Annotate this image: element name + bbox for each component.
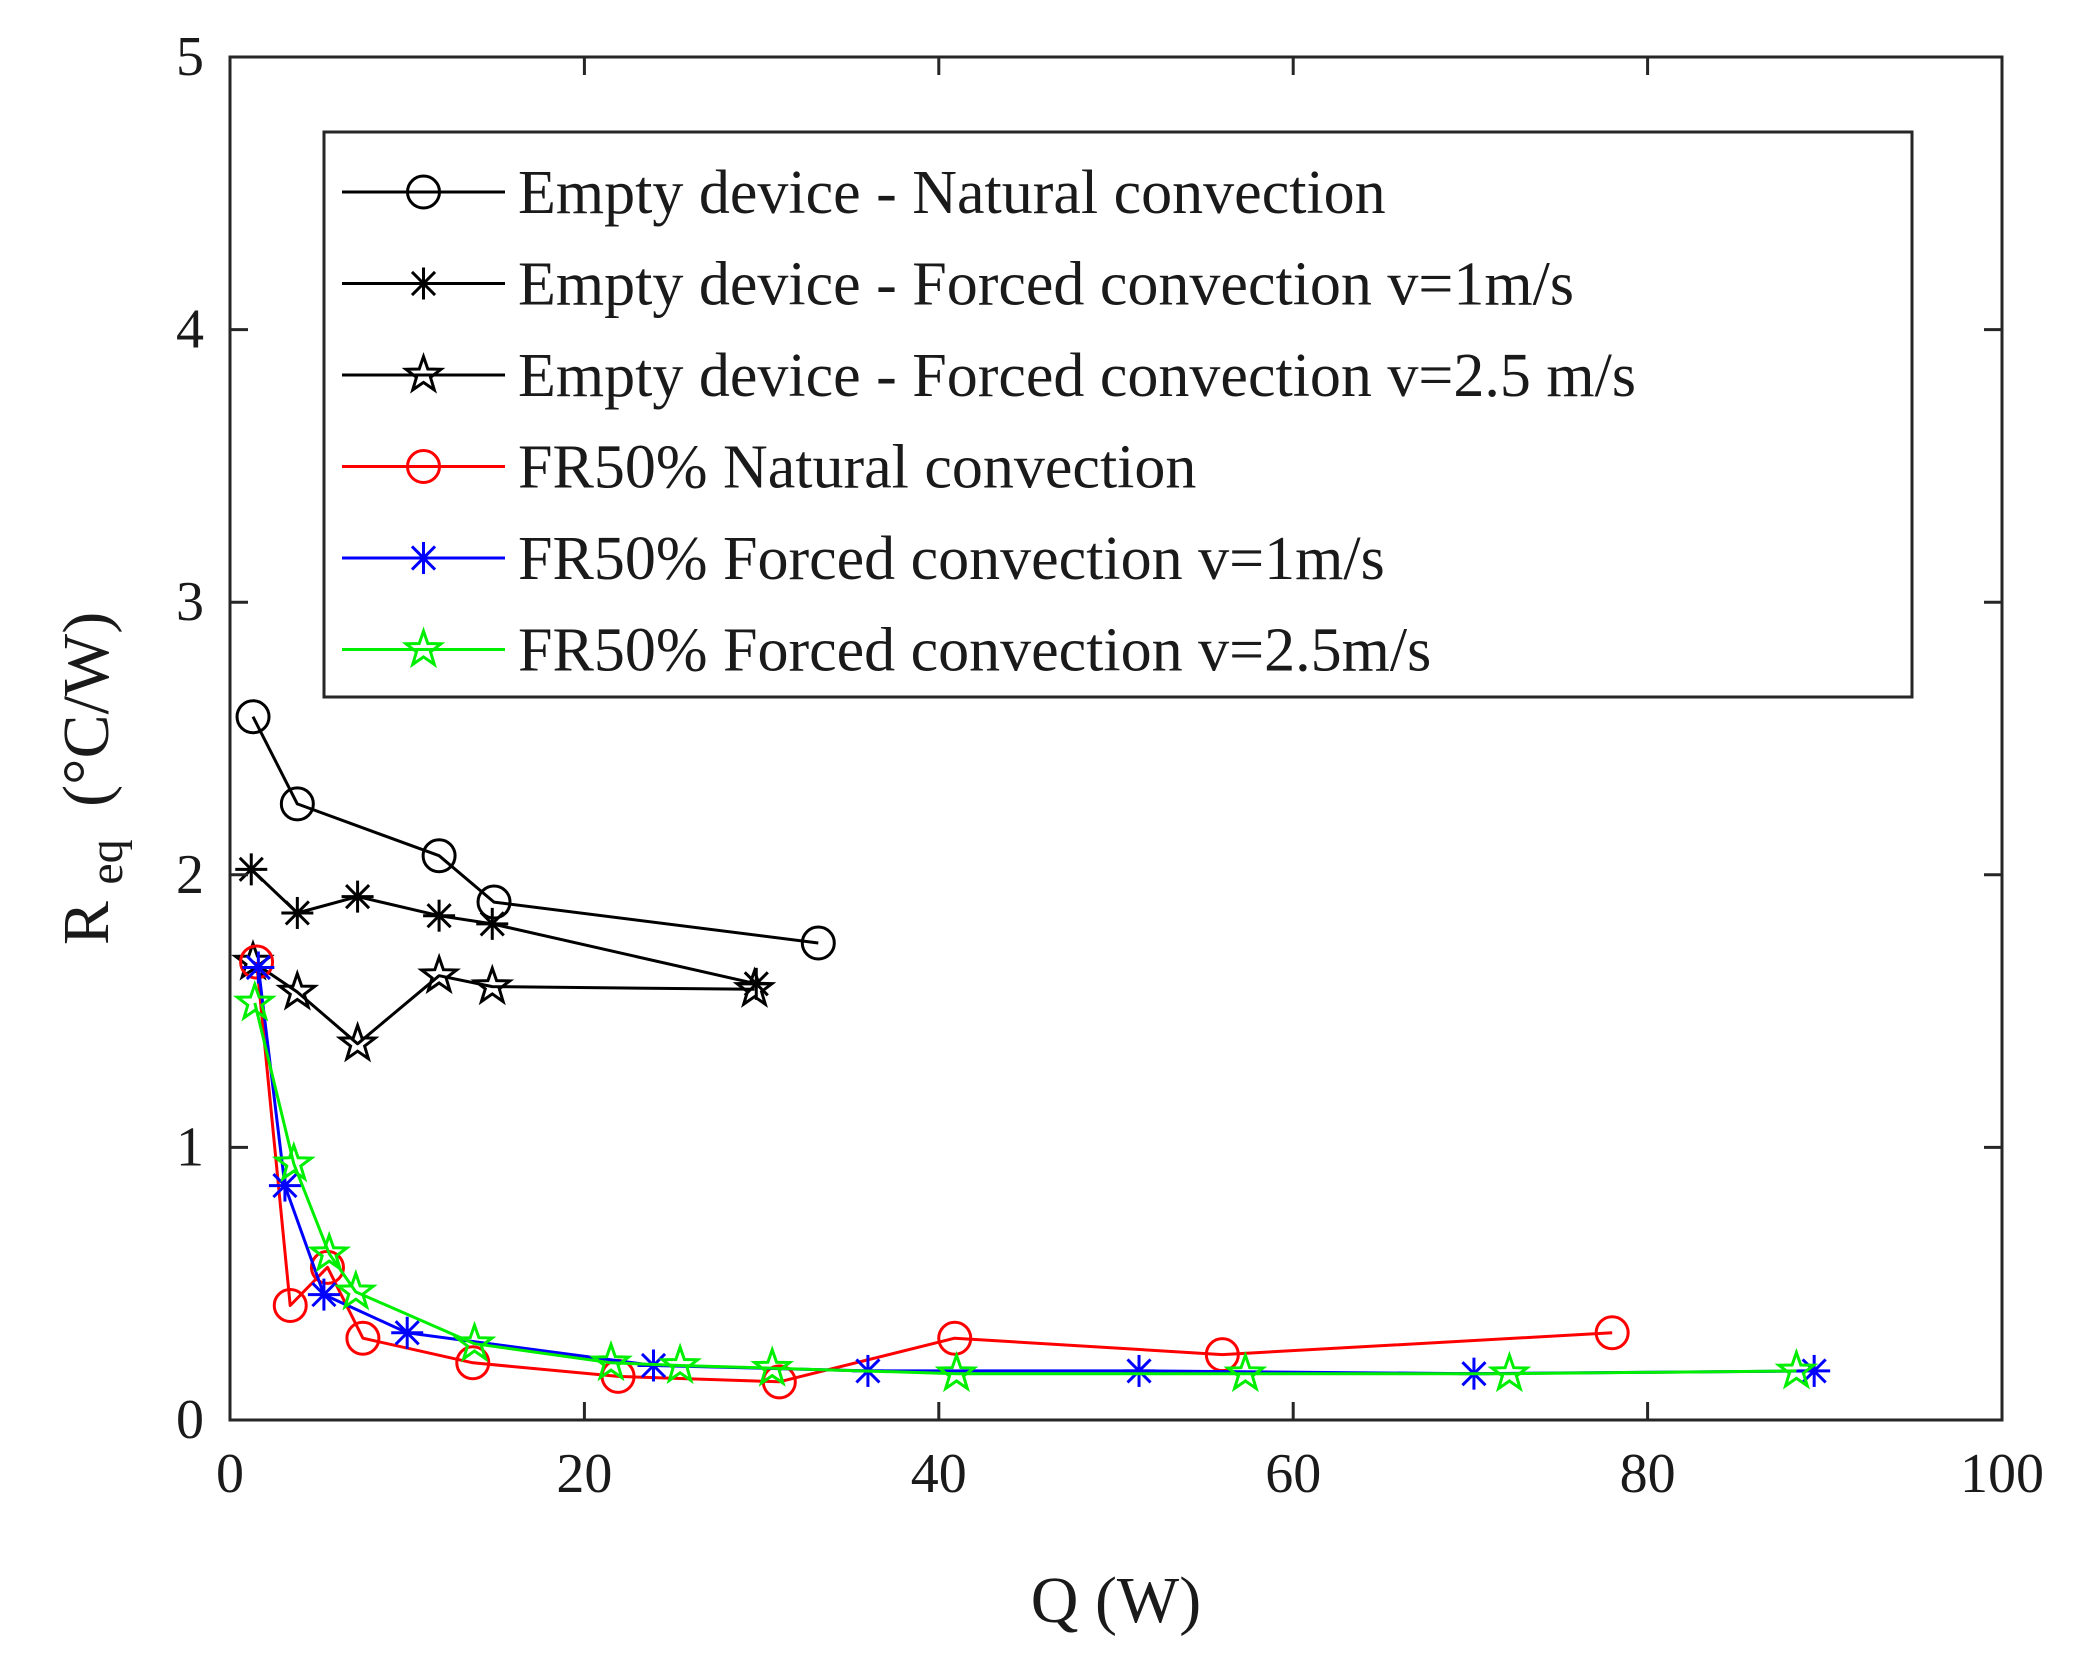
data-point <box>421 838 457 874</box>
data-point <box>934 1350 979 1393</box>
legend-label: Empty device - Natural convection <box>518 159 1386 227</box>
data-point <box>750 1345 795 1387</box>
data-point <box>272 1288 308 1324</box>
legend-item: FR50% Natural convection <box>342 434 1196 502</box>
legend-marker <box>407 267 440 300</box>
y-axis-label-subscript: eq <box>80 839 133 884</box>
data-point <box>1594 1315 1630 1351</box>
data-point <box>239 944 275 980</box>
data-point <box>335 1020 380 1063</box>
legend-box <box>322 130 1914 699</box>
x-tick-label: 100 <box>1960 1443 2044 1505</box>
legend-item: FR50% Forced convection v=2.5m/s <box>342 617 1431 685</box>
data-point <box>452 1320 497 1363</box>
data-point <box>242 951 275 984</box>
data-point <box>235 699 271 735</box>
y-tick-label: 1 <box>176 1116 204 1178</box>
data-point <box>271 1140 316 1183</box>
legend-marker <box>401 352 446 394</box>
x-tick-label: 80 <box>1620 1443 1676 1505</box>
legend-marker <box>406 449 441 484</box>
data-point <box>232 979 277 1022</box>
y-tick-label: 5 <box>176 26 204 88</box>
y-tick-label: 2 <box>176 844 204 906</box>
data-point <box>589 1339 633 1382</box>
series-2 <box>235 853 773 1000</box>
y-axis-label: R eq (°C/W) <box>50 612 137 945</box>
y-tick-label: 4 <box>176 299 204 361</box>
series-line <box>253 1002 1797 1376</box>
x-tick-label: 0 <box>216 1443 244 1505</box>
legend-item: Empty device - Forced convection v=1m/s <box>342 251 1574 319</box>
data-point <box>1487 1350 1532 1393</box>
axis-ticks: 0 20 40 60 80 100 0 1 2 3 4 5 <box>176 26 2044 1505</box>
y-tick-label: 0 <box>176 1389 204 1451</box>
data-point <box>307 1230 352 1273</box>
data-point <box>235 853 268 886</box>
data-point <box>476 907 509 940</box>
data-point <box>231 939 275 981</box>
series-line <box>255 961 1613 1384</box>
plot-layer <box>231 699 1831 1400</box>
legend-item: FR50% Forced convection v=1m/s <box>342 525 1385 593</box>
data-point <box>800 925 836 961</box>
legend: Empty device - Natural convection Empty d… <box>322 130 1914 699</box>
plot-area-frame <box>228 55 2004 1422</box>
y-tick-label: 3 <box>176 571 204 633</box>
series-3 <box>231 939 777 1063</box>
data-point <box>455 1345 491 1381</box>
data-point <box>476 884 512 920</box>
data-point <box>658 1342 702 1385</box>
data-point <box>1223 1350 1268 1393</box>
legend-label: Empty device - Forced convection v=2.5 m… <box>518 342 1636 410</box>
legend-label: FR50% Forced convection v=1m/s <box>518 525 1385 593</box>
data-point <box>423 899 456 932</box>
legend-label: FR50% Forced convection v=2.5m/s <box>518 617 1431 685</box>
y-axis-label-main: R <box>50 901 123 945</box>
legend-marker <box>406 174 441 210</box>
data-point <box>307 1278 340 1311</box>
data-point <box>281 896 314 929</box>
legend-marker <box>407 542 440 574</box>
legend-marker <box>401 626 446 669</box>
legend-label: Empty device - Forced convection v=1m/s <box>518 251 1574 319</box>
legend-label: FR50% Natural convection <box>518 434 1196 502</box>
x-tick-label: 40 <box>911 1443 967 1505</box>
x-axis-label: Q (W) <box>1031 1564 1201 1637</box>
data-point <box>341 880 374 913</box>
data-point <box>279 786 315 822</box>
data-point <box>333 1268 378 1311</box>
data-point <box>937 1320 973 1356</box>
data-point <box>732 966 777 1008</box>
data-point <box>391 1316 424 1349</box>
series-6 <box>232 979 1819 1393</box>
y-axis-label-units: (°C/W) <box>50 612 123 807</box>
x-tick-label: 60 <box>1265 1443 1321 1505</box>
x-tick-label: 20 <box>556 1443 612 1505</box>
legend-item: Empty device - Forced convection v=2.5 m… <box>342 342 1636 410</box>
series-line <box>251 716 819 945</box>
data-point <box>1774 1347 1819 1390</box>
data-point <box>345 1320 381 1356</box>
data-point <box>417 952 461 995</box>
data-point <box>275 969 320 1011</box>
data-point <box>1123 1354 1156 1387</box>
data-point <box>470 963 515 1006</box>
series-1 <box>235 699 836 961</box>
legend-item: Empty device - Natural convection <box>342 159 1386 227</box>
